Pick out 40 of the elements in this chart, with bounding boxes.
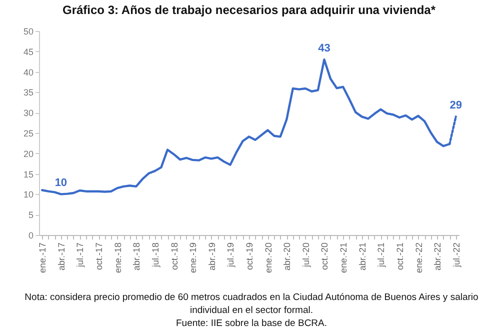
y-tick-label: 15 [23,169,34,180]
x-tick-label: abr.-20 [282,242,292,271]
y-tick-label: 5 [28,210,34,220]
x-tick-label: abr.-19 [206,242,217,271]
x-tick-label: ene.-18 [112,242,123,274]
annotation: 43 [318,42,330,55]
x-tick-label: abr.-18 [132,242,142,271]
x-tick-label: jul.-19 [226,242,236,268]
y-tick-label: 10 [23,190,34,200]
x-tick-label: ene.-20 [263,242,274,274]
x-tick-label: oct.-21 [394,242,405,270]
annotation: 10 [54,177,68,190]
x-tick-label: ene.-19 [188,242,198,274]
y-tick-label: 40 [23,67,34,78]
x-tick-label: abr.-17 [56,242,66,271]
x-tick-label: abr.-21 [357,242,368,271]
chart-title: Gráfico 3: Años de trabajo necesarios para adquirir una vivienda* [62,3,436,17]
y-tick-label: 45 [23,46,34,57]
x-tick-label: jul.-22 [451,242,462,268]
y-tick-label: 50 [23,26,34,36]
annotation: 29 [450,100,462,112]
y-tick-label: 35 [23,88,34,98]
x-tick-label: oct.-20 [320,242,330,270]
text: Nota: considera precio promedio de 60 metros cuadrados en la Ciudad Autónoma de Buenos Aires y salario individual en el sector formal. [24,291,479,317]
x-tick-label: jul.-20 [300,242,311,268]
source-note: Fuente: IIE sobre la base de BCRA. [174,317,328,330]
y-tick-label: 30 [23,108,34,118]
x-tick-label: ene.-17 [38,242,48,274]
x-tick-label: jul.-18 [150,242,160,268]
x-tick-label: ene.-22 [414,242,424,274]
x-tick-label: jul.-17 [75,242,86,268]
x-tick-label: abr.-22 [432,242,443,271]
x-tick-label: oct.-18 [169,242,180,270]
x-tick-label: ene.-21 [338,242,349,274]
x-tick-label: oct.-17 [94,242,104,270]
x-tick-label: jul.-21 [376,242,386,268]
y-tick-label: 0 [28,230,34,240]
y-tick-label: 25 [23,128,34,138]
x-tick-label: oct.-19 [244,242,254,270]
y-tick-label: 20 [23,148,34,159]
